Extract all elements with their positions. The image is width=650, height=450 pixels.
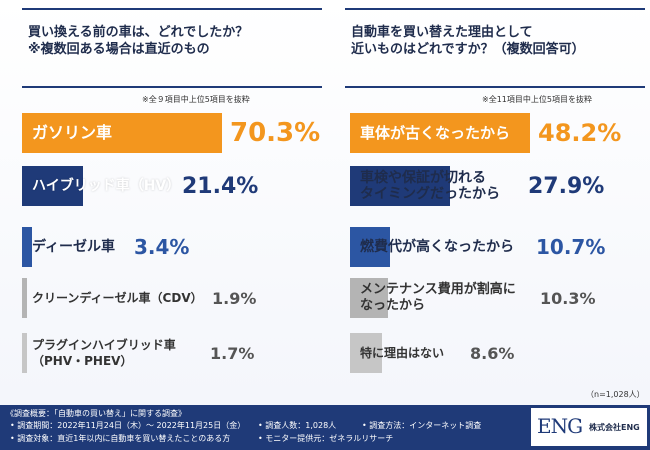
right-question-title: 自動車を買い替えた理由として 近いものはどれですか？（複数回答可） [351,25,585,57]
bar-row: プラグインハイブリッド車 （PHV・PHEV） 1.7% [22,333,307,373]
bar-value-label: 3.4% [134,235,190,259]
bar-accent [350,166,355,206]
bar-row: 車体が古くなったから 48.2% [350,113,635,153]
bar-accent [350,333,355,373]
bar [22,227,32,267]
background [0,0,650,405]
bar-value-label: 21.4% [182,173,259,199]
company-logo: ENG 株式会社ENG [531,408,647,446]
bar-value-label: 48.2% [538,119,622,147]
bar-value-label: 10.7% [536,235,606,259]
bar-row: ディーゼル車 3.4% [22,227,307,267]
bar [350,333,382,373]
survey-provider: • モニター提供元：ゼネラルリサーチ [258,434,394,443]
bar-value-label: 10.3% [540,288,596,308]
bar-category-label: ハイブリッド車（HV） [32,178,181,194]
bar-row: クリーンディーゼル車（CDV） 1.9% [22,278,307,318]
survey-target: • 調査対象：直近1年以内に自動車を買い替えたことのある方 [10,434,231,443]
logo-mark: ENG [537,414,583,438]
survey-title: 《調査概要：「自動車の買い替え」に関する調査》 [6,409,186,418]
bar-row: ハイブリッド車（HV） 21.4% [22,166,307,206]
bar-row: ガソリン車 70.3% [22,113,320,153]
survey-period: • 調査期間：2022年11月24日（木）～ 2022年11月25日（金） [10,421,246,430]
bar-value-label: 27.9% [528,173,605,199]
sample-size: （n=1,028人） [586,390,645,399]
bar-category-label: ディーゼル車 [32,239,116,255]
bar-accent [350,278,355,318]
bar-accent [22,113,27,153]
survey-method: • 調査方法：インターネット調査 [362,421,482,430]
bar [350,227,390,267]
bar-accent [22,333,27,373]
bar-category-label: メンテナンス費用が割高に なったから [360,282,516,313]
bar-value-label: 1.9% [212,288,257,308]
left-question-title: 買い換える前の車は、どれでしたか？ ※複数回ある場合は直近のもの [28,25,249,57]
bar-row: 特に理由はない 8.6% [350,333,635,373]
bar-category-label: ガソリン車 [32,123,113,142]
bar-category-label: 燃費代が高くなったから [360,239,514,255]
company-name: 株式会社ENG [589,423,640,432]
bar-category-label: プラグインハイブリッド車 （PHV・PHEV） [32,338,176,368]
bar-category-label: 特に理由はない [360,346,445,360]
bar [22,166,83,206]
bar [350,278,388,318]
bar [350,113,530,153]
right-header-rule [345,8,645,10]
survey-count: • 調査人数：1,028人 [258,421,337,430]
bar-category-label: 車体が古くなったから [360,124,511,142]
bar [22,113,222,153]
left-header-rule [22,8,322,10]
right-note: ※全11項目中上位5項目を抜粋 [482,95,592,104]
bar-row: 燃費代が高くなったから 10.7% [350,227,635,267]
bar-row: 車検や保証が切れる タイミングだったから 27.9% [350,166,635,206]
bar-category-label: 車検や保証が切れる タイミングだったから [360,170,500,202]
bar-category-label: クリーンディーゼル車（CDV） [32,291,203,305]
bar-row: メンテナンス費用が割高に なったから 10.3% [350,278,635,318]
right-question-header: 自動車を買い替えた理由として 近いものはどれですか？（複数回答可） [345,8,645,88]
bar-accent [350,113,355,153]
bar-accent [350,227,355,267]
bar-value-label: 1.7% [210,343,255,363]
left-note: ※全９項目中上位5項目を抜粋 [142,95,250,104]
left-question-header: 買い換える前の車は、どれでしたか？ ※複数回ある場合は直近のもの [22,8,322,88]
bar-value-label: 8.6% [470,343,515,363]
bar [350,166,450,206]
bar-value-label: 70.3% [230,118,321,148]
bar-accent [22,278,27,318]
bar-accent [22,166,27,206]
bar-accent [22,227,27,267]
